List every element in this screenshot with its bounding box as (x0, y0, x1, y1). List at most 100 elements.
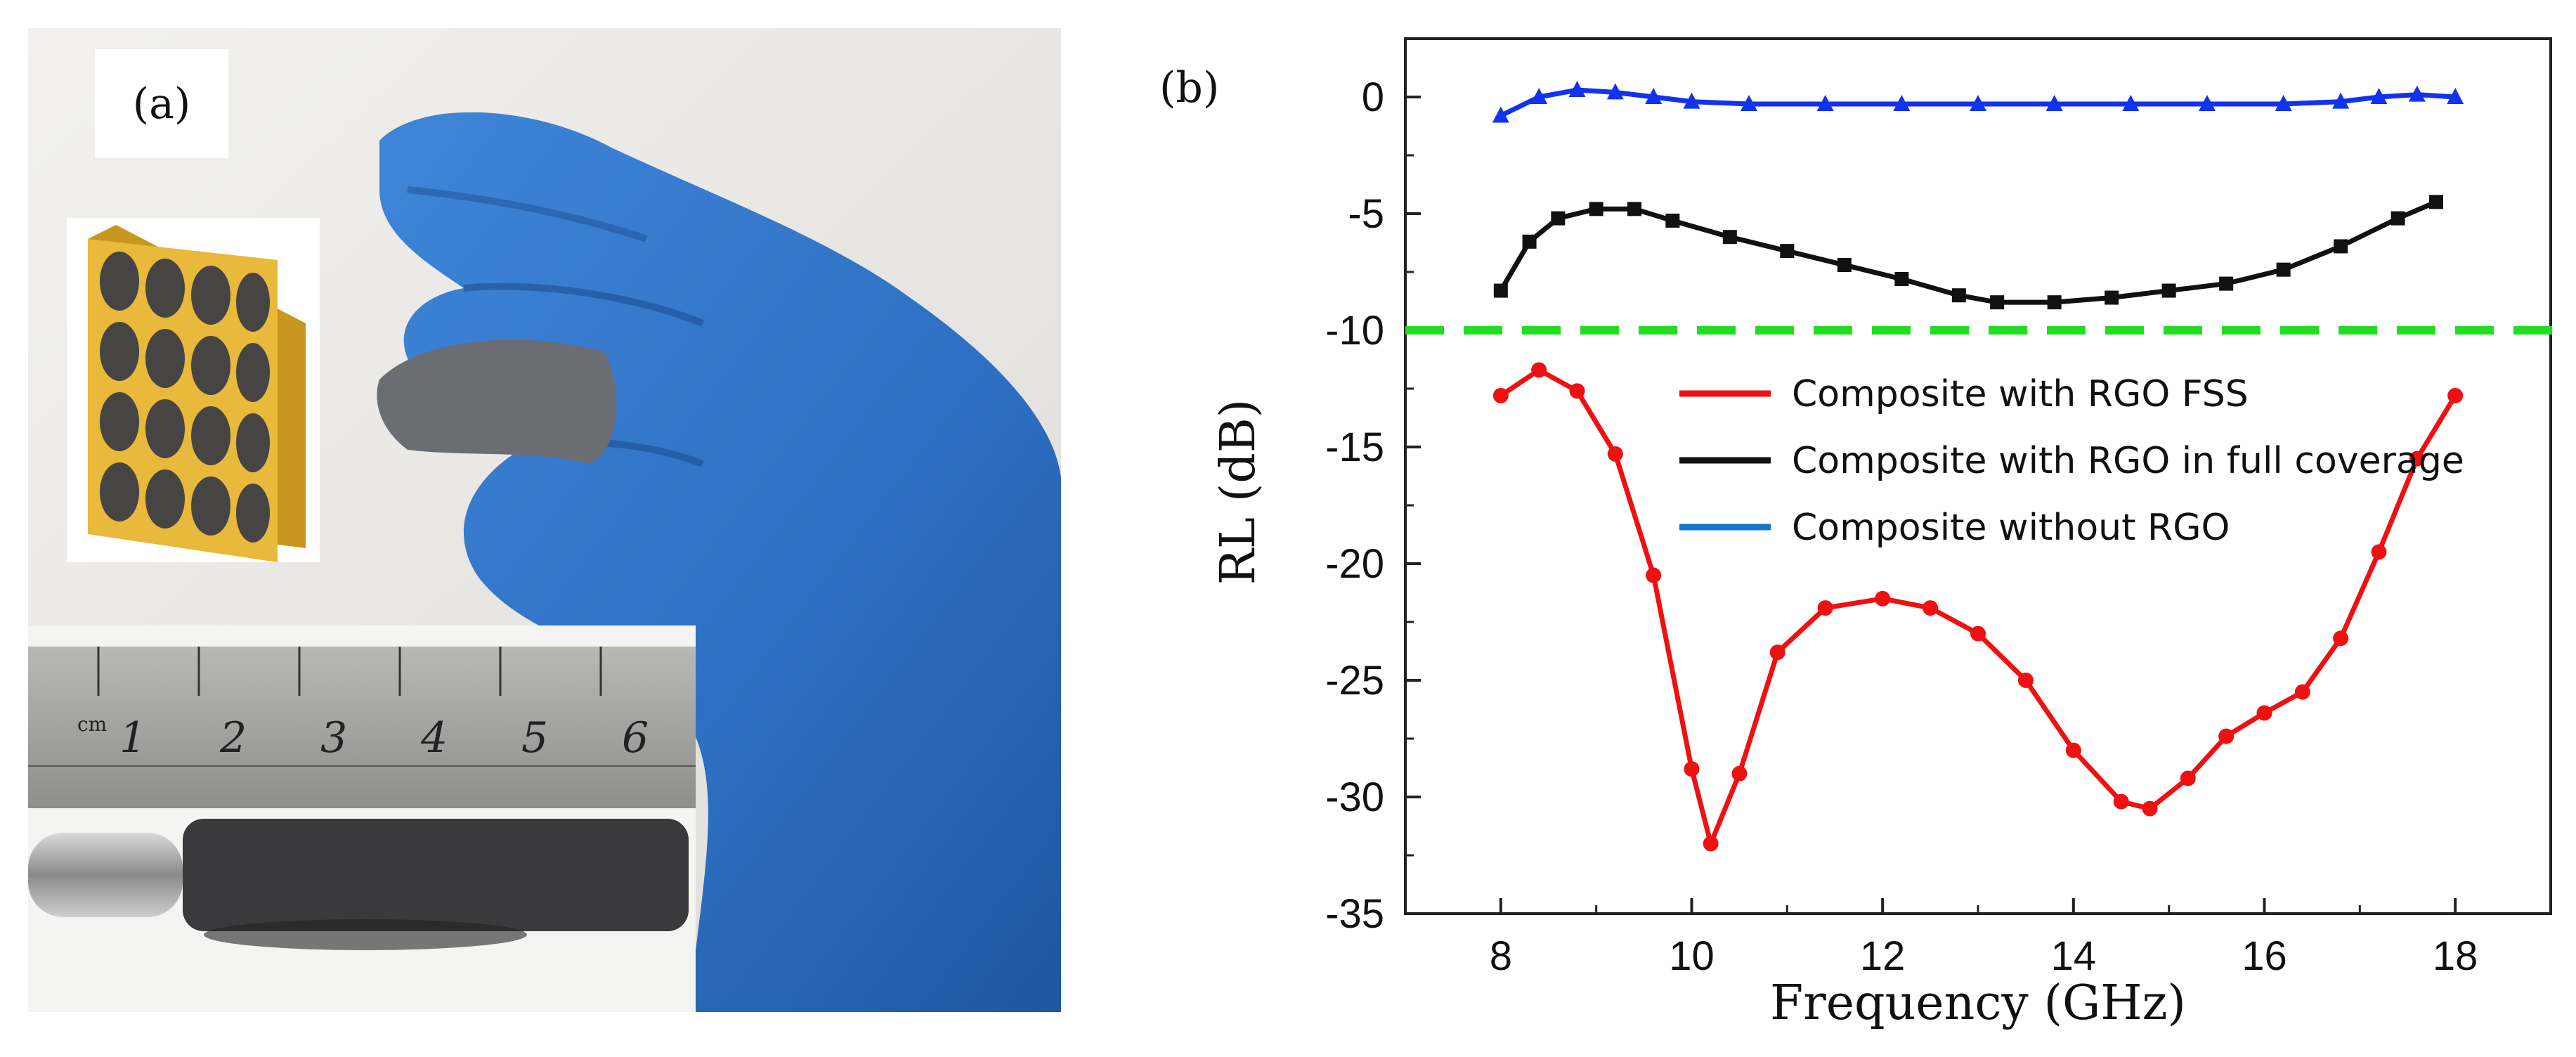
data-point (2275, 94, 2292, 111)
data-point (2219, 276, 2234, 291)
x-tick-label: 18 (2433, 933, 2478, 979)
data-point (1741, 94, 1757, 111)
data-point (2180, 770, 2196, 786)
data-point (2334, 239, 2348, 254)
data-point (1769, 644, 1785, 661)
data-point (2370, 88, 2388, 104)
wrapped-composite (183, 819, 689, 931)
ruler-unit-label: cm (77, 713, 107, 736)
ruler-number: 2 (219, 713, 247, 763)
data-point (1551, 211, 1566, 226)
data-point (1951, 288, 1966, 303)
rl-chart: 8 10 12 14 16 18 0 -5 -10 -15 -20 -25 -30 -35 Composi… (1211, 37, 2572, 1031)
data-point (1923, 600, 1939, 616)
data-point (1875, 590, 1891, 607)
x-tick-label: 14 (2051, 933, 2097, 979)
data-point (1607, 446, 1623, 462)
x-tick-label: 16 (2242, 933, 2287, 979)
data-point (2256, 705, 2272, 721)
x-axis-label: Frequency (GHz) (1770, 975, 2186, 1031)
legend-entry: Composite with RGO in full coverage (1792, 440, 2464, 482)
data-point (2332, 92, 2350, 109)
data-point (1817, 600, 1833, 616)
data-point (1990, 295, 2005, 310)
data-point (1684, 761, 1700, 777)
data-point (1646, 567, 1662, 583)
data-point (2294, 684, 2310, 700)
data-point (2105, 290, 2119, 305)
data-point (2142, 800, 2158, 817)
data-point (2122, 94, 2140, 111)
data-point (1722, 230, 1737, 245)
data-point (2047, 295, 2062, 310)
data-point (1816, 94, 1834, 111)
series-0 (1492, 362, 2464, 852)
y-tick-label: -20 (1325, 541, 1384, 587)
data-point (2409, 450, 2425, 467)
ruler-number: 6 (622, 713, 649, 763)
panel-a-label: (a) (133, 79, 191, 129)
y-tick-label: -35 (1325, 891, 1384, 937)
data-point (2429, 195, 2443, 209)
data-point (1606, 83, 1624, 100)
data-point (1731, 765, 1748, 782)
data-point (1569, 383, 1585, 399)
y-tick-label: -30 (1325, 774, 1384, 820)
ruler-inset: cm 1 2 3 4 5 6 (28, 625, 696, 1012)
panel-b-label: (b) (1159, 63, 1220, 112)
series-2 (1492, 81, 2464, 123)
y-tick-label: -5 (1348, 191, 1384, 237)
data-point (1665, 213, 1680, 228)
data-point (2199, 94, 2216, 111)
data-point (2218, 728, 2235, 744)
data-point (2065, 742, 2081, 758)
data-point (1492, 387, 1509, 403)
data-point (1703, 836, 1719, 852)
series-line (1500, 87, 2456, 118)
fss-inset (67, 218, 320, 562)
label-box-a (95, 49, 228, 158)
photo-panel-a: (a) cm 1 2 3 4 (28, 28, 1061, 1012)
series-1 (1493, 195, 2443, 310)
ruler-number: 5 (521, 713, 548, 763)
ruler-number: 4 (420, 713, 448, 763)
data-point (1970, 625, 1986, 642)
data-point (2161, 283, 2176, 298)
y-tick-label: -15 (1325, 424, 1384, 470)
data-point (1683, 92, 1700, 109)
data-point (1589, 202, 1604, 216)
data-point (2017, 673, 2034, 688)
x-tick-label: 12 (1860, 933, 1906, 979)
data-point (1493, 283, 1508, 298)
data-point (1894, 271, 1909, 286)
y-tick-label: -25 (1325, 658, 1384, 703)
data-point (2276, 262, 2291, 277)
data-point (1530, 88, 1548, 104)
ruler-number: 3 (320, 713, 347, 763)
data-point (1780, 244, 1795, 259)
data-point (1492, 106, 1509, 123)
data-point (2390, 211, 2405, 226)
data-point (1522, 234, 1537, 249)
photo-illustration: (a) cm 1 2 3 4 (28, 28, 1061, 1012)
flexible-sheet (377, 339, 617, 464)
data-point (1627, 202, 1641, 216)
data-point (1893, 94, 1911, 111)
x-tick-label: 8 (1490, 933, 1512, 979)
data-point (2333, 630, 2349, 647)
y-tick-label: -10 (1325, 308, 1384, 354)
metal-rod (28, 833, 183, 917)
data-point (2447, 387, 2464, 403)
x-tick-label: 10 (1669, 933, 1715, 979)
data-point (1531, 362, 1547, 378)
legend-entry: Composite with RGO FSS (1792, 373, 2249, 415)
data-point (2113, 793, 2129, 810)
data-point (2447, 88, 2464, 104)
data-point (2408, 85, 2426, 102)
chart-panel-b: (b) 8 10 12 14 16 18 0 -5 -10 -15 -20 -25 -30 -35 Com… (1138, 28, 2576, 1054)
y-tick-label: 0 (1362, 74, 1384, 120)
series-line (1498, 200, 2438, 305)
y-axis-label: RL (dB) (1211, 399, 1266, 585)
data-point (1837, 258, 1852, 273)
data-point (1645, 88, 1663, 104)
